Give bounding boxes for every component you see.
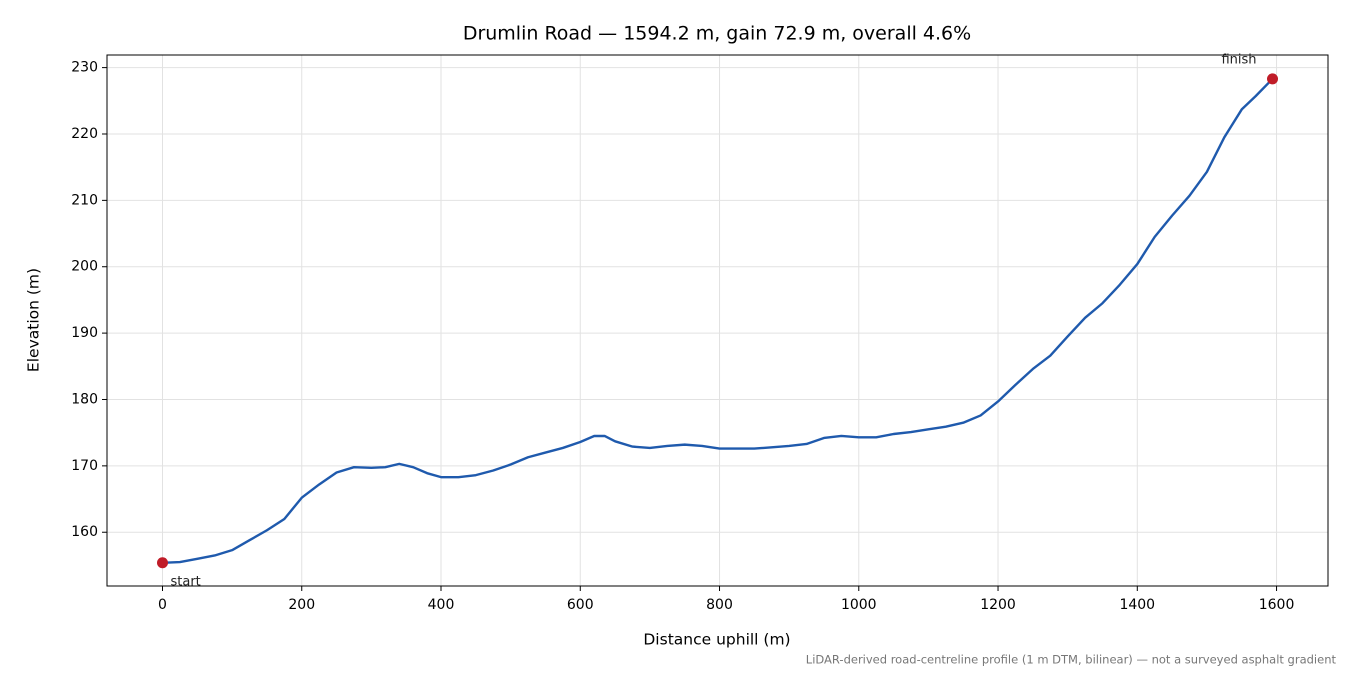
chart-title: Drumlin Road — 1594.2 m, gain 72.9 m, ov… bbox=[463, 23, 971, 45]
y-tick-label: 220 bbox=[71, 126, 98, 142]
x-tick-label: 200 bbox=[288, 597, 315, 613]
elevation-line bbox=[162, 78, 1274, 564]
x-tick-label: 600 bbox=[567, 597, 594, 613]
y-tick-label: 160 bbox=[71, 524, 98, 540]
endpoint-label: start bbox=[170, 574, 200, 589]
x-tick-label: 1600 bbox=[1259, 597, 1295, 613]
x-tick-label: 1000 bbox=[841, 597, 877, 613]
y-tick-label: 230 bbox=[71, 60, 98, 76]
endpoint-marker bbox=[1267, 73, 1279, 85]
x-tick-label: 400 bbox=[428, 597, 455, 613]
x-axis-label: Distance uphill (m) bbox=[643, 631, 790, 649]
footnote: LiDAR-derived road-centreline profile (1… bbox=[806, 653, 1337, 667]
x-tick-label: 1200 bbox=[980, 597, 1016, 613]
y-tick-label: 210 bbox=[71, 192, 98, 208]
x-tick-label: 0 bbox=[158, 597, 167, 613]
y-tick-label: 200 bbox=[71, 259, 98, 275]
y-tick-label: 180 bbox=[71, 391, 98, 407]
endpoint-label: finish bbox=[1221, 52, 1256, 67]
y-axis-label: Elevation (m) bbox=[25, 268, 43, 372]
y-tick-label: 170 bbox=[71, 458, 98, 474]
y-tick-label: 190 bbox=[71, 325, 98, 341]
endpoint-marker bbox=[156, 557, 168, 569]
x-tick-label: 800 bbox=[706, 597, 733, 613]
x-tick-label: 1400 bbox=[1119, 597, 1155, 613]
plot-frame bbox=[106, 54, 1329, 587]
